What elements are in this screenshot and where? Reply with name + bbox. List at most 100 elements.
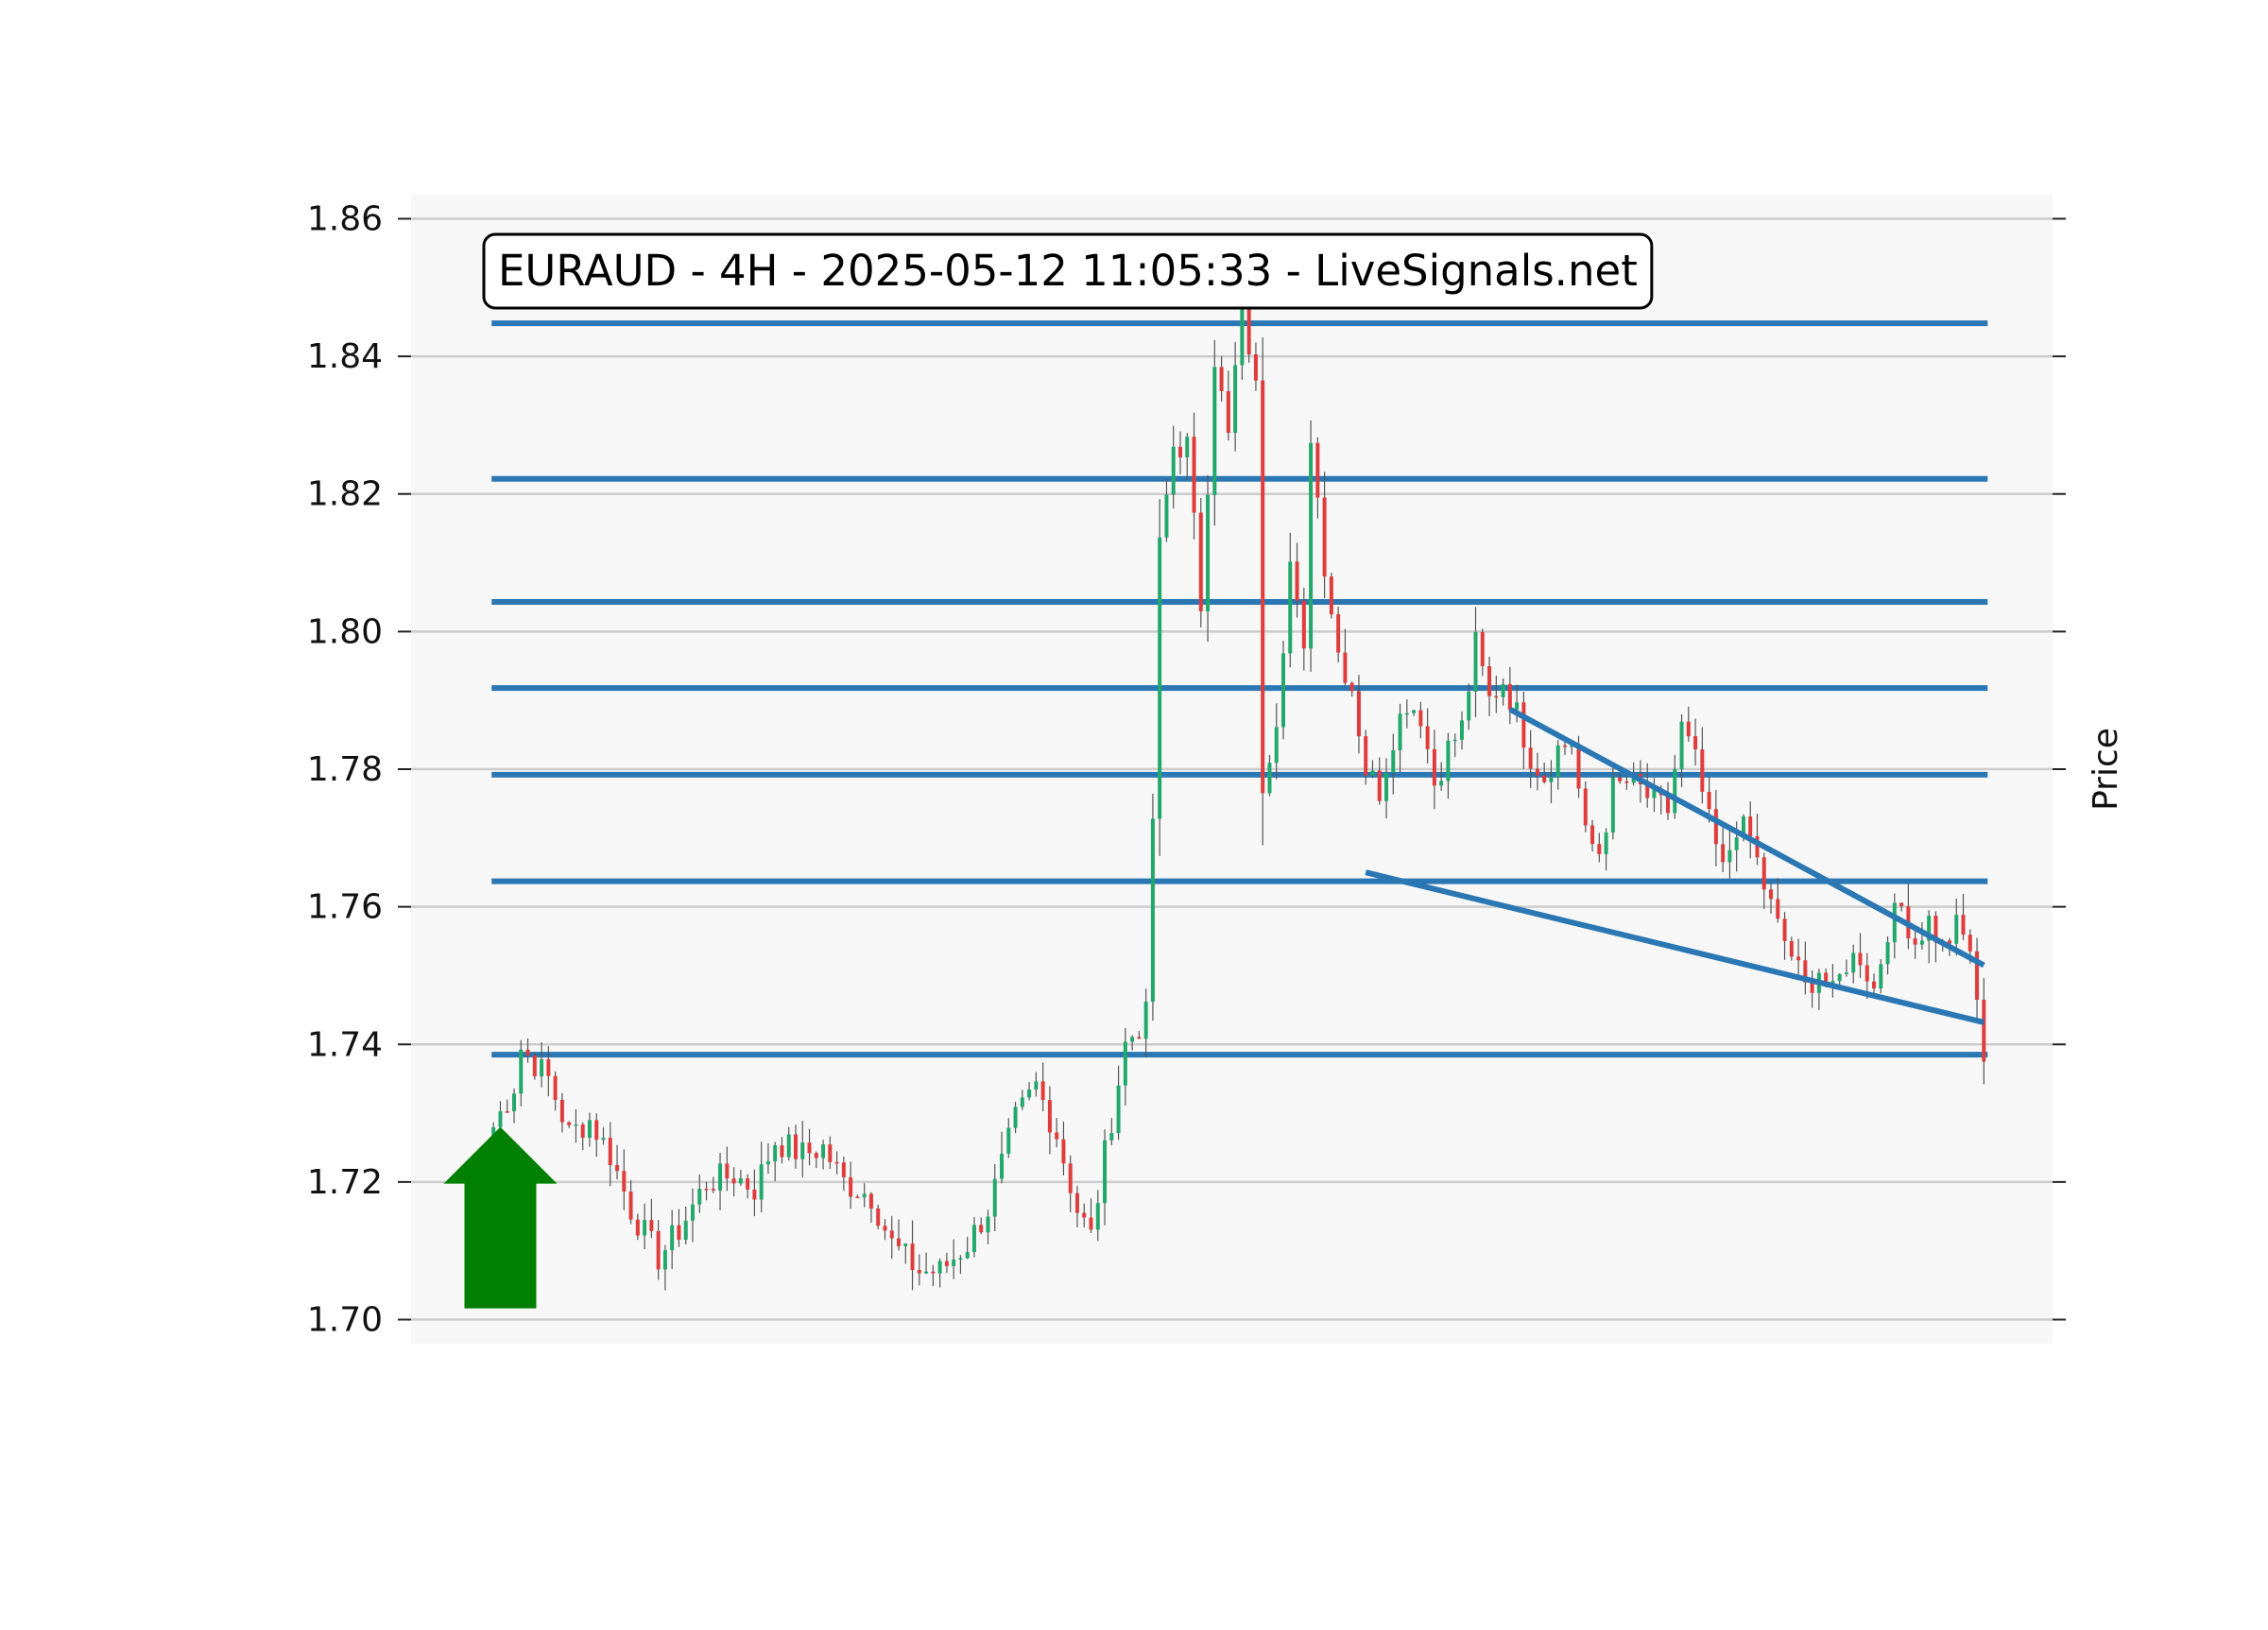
gridlines: [411, 217, 2053, 1321]
candle-body: [1494, 695, 1499, 698]
candle-body: [910, 1244, 915, 1270]
candle-body: [952, 1259, 956, 1266]
trendline-lower: [1365, 869, 1985, 1025]
candle-body: [1618, 777, 1623, 781]
candle-body: [834, 1161, 839, 1164]
candle-body: [1501, 683, 1505, 697]
candle-body: [1803, 960, 1808, 983]
candle-body: [1864, 965, 1869, 982]
candle-body: [1047, 1100, 1052, 1133]
candle-body: [1253, 354, 1258, 381]
candle-body: [1027, 1089, 1032, 1098]
candle-body: [1322, 497, 1327, 577]
candle-body: [1020, 1097, 1024, 1107]
candle-body: [828, 1144, 833, 1162]
candle-body: [1954, 915, 1959, 944]
candle-body: [519, 1049, 524, 1094]
candle-body: [1103, 1140, 1108, 1204]
candle-body: [532, 1055, 537, 1077]
y-tick-label: 1.78: [307, 750, 383, 789]
y-axis-ticks-right: [2053, 217, 2066, 1321]
candle-body: [608, 1137, 612, 1165]
candle-body: [759, 1164, 764, 1200]
candle-body: [574, 1124, 578, 1126]
candle-body: [1576, 745, 1581, 789]
candle-body: [1061, 1139, 1066, 1164]
candle-body: [1652, 789, 1657, 798]
candle-body: [1570, 745, 1574, 747]
candle-body: [1309, 442, 1314, 649]
candle-body: [1123, 1041, 1127, 1086]
candle-body: [718, 1163, 723, 1191]
candle-body: [1164, 494, 1169, 538]
candle-body: [1288, 561, 1293, 654]
candle-body: [1542, 775, 1547, 782]
candle-body: [1398, 713, 1402, 750]
y-tick-label: 1.80: [307, 612, 383, 651]
candle-body: [1761, 857, 1766, 890]
candle-body: [1824, 972, 1829, 984]
candle-body: [1673, 769, 1677, 814]
candle-body: [1185, 437, 1190, 458]
candle-body: [1336, 614, 1341, 653]
candle-body: [868, 1193, 873, 1209]
candle-body: [1452, 739, 1457, 742]
candle-body: [1315, 442, 1320, 498]
candle-body: [1982, 1000, 1986, 1062]
candle-body: [1975, 951, 1980, 1001]
candle-body: [670, 1225, 675, 1251]
candle-body: [725, 1163, 730, 1179]
candle-body: [1467, 691, 1471, 721]
y-tick-label: 1.82: [307, 475, 383, 514]
candle-body: [656, 1230, 661, 1270]
candle-body: [1226, 391, 1230, 434]
candle-body: [587, 1120, 592, 1139]
candle-body: [1604, 832, 1608, 854]
title-frame: [482, 232, 1654, 310]
candle-body: [505, 1111, 509, 1113]
candle-body: [711, 1189, 715, 1191]
candle-body: [1734, 837, 1739, 850]
candle-body: [1796, 956, 1801, 961]
candle-body: [1837, 973, 1842, 982]
candle-body: [746, 1177, 750, 1190]
candle-body: [752, 1189, 757, 1200]
candle-body: [1927, 916, 1932, 941]
candle-body: [1301, 600, 1306, 649]
candle-body: [1432, 748, 1436, 786]
candle-body: [1947, 940, 1951, 944]
candle-body: [1776, 899, 1780, 919]
candle-body: [704, 1188, 709, 1191]
candle-body: [883, 1226, 887, 1231]
candle-body: [1356, 691, 1361, 737]
candle-body: [622, 1171, 627, 1192]
candle-body: [1507, 683, 1512, 711]
candle-body: [498, 1111, 503, 1127]
candle-body: [1177, 446, 1182, 458]
candle-body: [580, 1124, 585, 1139]
candle-body: [1143, 1002, 1148, 1039]
chart-title-box: EURAUD - 4H - 2025-05-12 11:05:33 - Live…: [482, 232, 1654, 310]
candle-body: [1713, 809, 1718, 845]
candle-body: [1789, 940, 1794, 957]
candle-body: [1487, 665, 1492, 696]
candle-body: [807, 1142, 812, 1154]
candle-body: [979, 1225, 984, 1233]
candle-body: [1851, 952, 1856, 973]
candle-body: [1349, 682, 1354, 692]
candle-body: [1782, 918, 1787, 941]
candle-body: [1721, 844, 1726, 863]
candle-body: [738, 1177, 743, 1184]
candle-body: [1274, 727, 1279, 764]
y-tick-label: 1.86: [307, 199, 383, 238]
trendline-upper: [1508, 707, 1985, 969]
candle-body: [662, 1250, 667, 1270]
candle-body: [1281, 653, 1286, 728]
candle-body: [1391, 749, 1396, 773]
buy-arrow: [443, 1126, 558, 1309]
candle-body: [897, 1238, 902, 1246]
candle-body: [1480, 631, 1485, 666]
candle-body: [1074, 1192, 1079, 1213]
candle-body: [559, 1100, 564, 1123]
candle-body: [731, 1178, 736, 1184]
